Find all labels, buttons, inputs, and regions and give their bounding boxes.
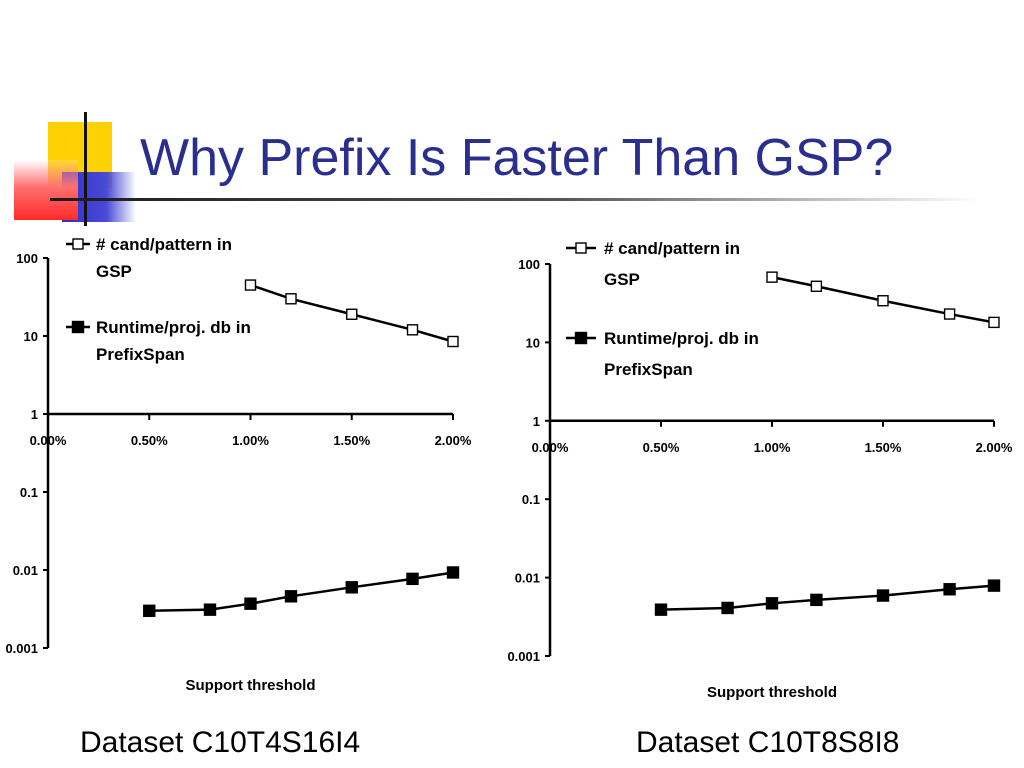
- x-tick-label: 0.00%: [532, 440, 569, 455]
- y-tick-label: 0.01: [13, 563, 38, 578]
- x-axis-label: Support threshold: [186, 677, 316, 694]
- legend-label-gsp: # cand/pattern in: [96, 235, 232, 254]
- gsp-data-point: [285, 293, 297, 305]
- x-tick-label: 0.50%: [131, 433, 168, 448]
- x-tick-label: 1.00%: [232, 433, 269, 448]
- y-tick-label: 0.001: [5, 641, 38, 656]
- legend-label-gsp: GSP: [96, 262, 132, 281]
- legend-marker-gsp: [575, 242, 587, 254]
- prefixspan-data-point: [345, 581, 358, 594]
- x-tick-label: 2.00%: [435, 433, 472, 448]
- legend-label-gsp: # cand/pattern in: [604, 239, 740, 258]
- prefixspan-data-point: [446, 566, 460, 579]
- legend-label-prefixspan: Runtime/proj. db in: [604, 329, 759, 348]
- prefixspan-data-point: [244, 597, 257, 610]
- prefixspan-data-point: [203, 603, 217, 616]
- gsp-data-point: [988, 316, 1000, 329]
- legend-label-gsp: GSP: [604, 270, 640, 289]
- legend-label-prefixspan: PrefixSpan: [96, 345, 185, 364]
- legend-marker-gsp: [72, 238, 84, 250]
- legend-label-prefixspan: Runtime/proj. db in: [96, 318, 251, 337]
- y-tick-label: 100: [16, 251, 38, 266]
- red-square-decoration: [14, 160, 78, 220]
- y-tick-label: 100: [518, 257, 540, 272]
- x-tick-label: 1.00%: [754, 440, 791, 455]
- x-tick-label: 0.00%: [30, 433, 67, 448]
- gsp-data-point: [406, 324, 419, 336]
- prefixspan-data-point: [721, 601, 734, 615]
- y-tick-label: 0.001: [507, 649, 540, 664]
- gsp-data-point: [943, 308, 956, 320]
- y-tick-label: 10: [526, 335, 540, 350]
- prefixspan-data-point: [810, 593, 823, 607]
- gsp-data-point: [447, 335, 459, 348]
- title-underline: [50, 198, 980, 201]
- y-tick-label: 1: [31, 407, 38, 422]
- gsp-data-point: [244, 279, 257, 291]
- prefixspan-data-point: [284, 590, 298, 603]
- y-tick-label: 0.1: [20, 485, 38, 500]
- prefixspan-data-point: [765, 597, 779, 610]
- x-tick-label: 0.50%: [643, 440, 680, 455]
- gsp-data-point: [810, 280, 823, 292]
- x-tick-label: 2.00%: [976, 440, 1013, 455]
- caption-left: Dataset C10T4S16I4: [80, 726, 361, 759]
- prefixspan-data-point: [406, 572, 419, 586]
- gsp-data-point: [766, 271, 778, 283]
- prefixspan-data-point: [143, 604, 156, 617]
- y-tick-label: 10: [24, 329, 38, 344]
- slide-title: Why Prefix Is Faster Than GSP?: [140, 129, 894, 187]
- caption-right: Dataset C10T8S8I8: [636, 726, 900, 759]
- gsp-data-point: [346, 308, 358, 320]
- y-tick-label: 0.01: [515, 571, 540, 586]
- legend-marker-prefixspan: [574, 331, 588, 345]
- legend-label-prefixspan: PrefixSpan: [604, 360, 693, 379]
- y-tick-label: 1: [533, 414, 540, 429]
- gsp-data-point: [877, 295, 889, 307]
- vertical-rule-decoration: [84, 112, 87, 226]
- prefixspan-data-point: [654, 603, 668, 616]
- x-tick-label: 1.50%: [865, 440, 902, 455]
- x-tick-label: 1.50%: [333, 433, 370, 448]
- prefixspan-data-point: [876, 589, 890, 602]
- prefixspan-data-point: [987, 579, 1001, 592]
- x-axis-label: Support threshold: [707, 684, 837, 701]
- prefixspan-data-point: [943, 583, 956, 596]
- legend-marker-prefixspan: [71, 320, 85, 334]
- y-tick-label: 0.1: [522, 492, 540, 507]
